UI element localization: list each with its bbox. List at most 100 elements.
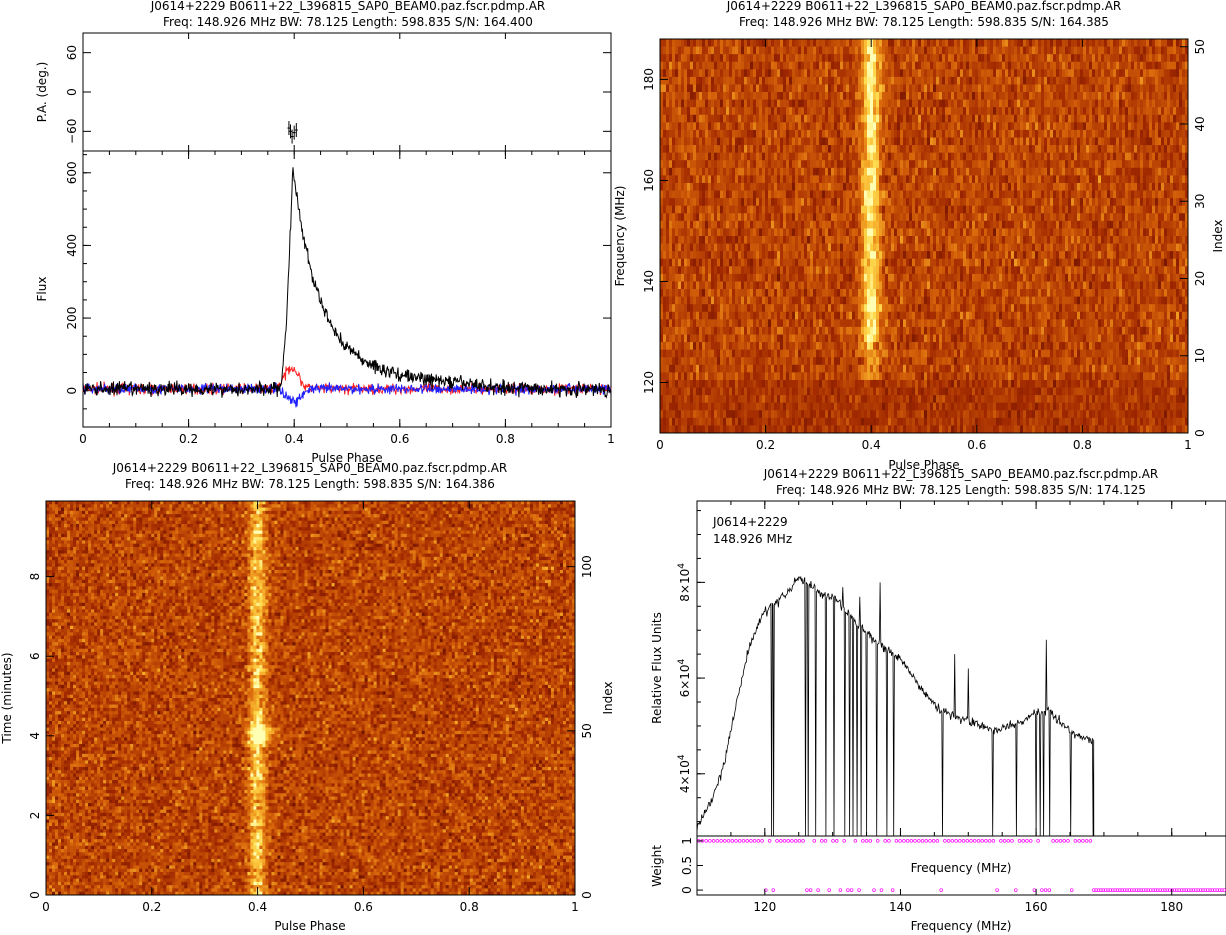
heatmap-cell: [786, 92, 789, 100]
heatmap-cell: [981, 221, 984, 229]
heatmap-cell: [744, 122, 747, 130]
heatmap-cell: [1113, 228, 1116, 236]
heatmap-cell: [789, 236, 792, 244]
heatmap-cell: [864, 191, 867, 199]
profile-panel: J0614+2229 B0611+22_L396815_SAP0_BEAM0.p…: [35, 0, 615, 465]
heatmap-cell: [831, 130, 834, 138]
heatmap-cell: [1068, 183, 1071, 191]
heatmap-cell: [672, 191, 675, 199]
heatmap-cell: [681, 100, 684, 108]
heatmap-cell: [1053, 206, 1056, 214]
heatmap-cell: [1020, 62, 1023, 70]
heatmap-cell: [1101, 77, 1104, 85]
heatmap-cell: [759, 62, 762, 70]
heatmap-cell: [714, 69, 717, 77]
heatmap-cell: [882, 236, 885, 244]
heatmap-cell: [1113, 115, 1116, 123]
heatmap-cell: [747, 198, 750, 206]
heatmap-cell: [1170, 92, 1173, 100]
heatmap-cell: [729, 198, 732, 206]
heatmap-cell: [900, 160, 903, 168]
heatmap-cell: [1125, 145, 1128, 153]
heatmap-cell: [795, 145, 798, 153]
heatmap-cell: [762, 138, 765, 146]
heatmap-cell: [741, 54, 744, 62]
heatmap-cell: [921, 69, 924, 77]
heatmap-cell: [1062, 92, 1065, 100]
heatmap-cell: [849, 47, 852, 55]
heatmap-cell: [726, 175, 729, 183]
heatmap-cell: [675, 183, 678, 191]
heatmap-cell: [951, 191, 954, 199]
heatmap-cell: [777, 47, 780, 55]
heatmap-cell: [822, 206, 825, 214]
heatmap-cell: [1101, 69, 1104, 77]
heatmap-cell: [798, 39, 801, 47]
heatmap-cell: [855, 145, 858, 153]
heatmap-cell: [750, 122, 753, 130]
heatmap-cell: [1149, 191, 1152, 199]
heatmap-cell: [765, 191, 768, 199]
heatmap-cell: [873, 69, 876, 77]
heatmap-cell: [903, 69, 906, 77]
heatmap-cell: [681, 115, 684, 123]
heatmap-cell: [714, 54, 717, 62]
heatmap-cell: [996, 47, 999, 55]
heatmap-cell: [924, 47, 927, 55]
heatmap-cell: [825, 138, 828, 146]
heatmap-cell: [795, 213, 798, 221]
heatmap-cell: [993, 130, 996, 138]
heatmap-cell: [705, 115, 708, 123]
heatmap-cell: [840, 122, 843, 130]
heatmap-cell: [729, 228, 732, 236]
heatmap-cell: [837, 206, 840, 214]
heatmap-cell: [828, 145, 831, 153]
heatmap-cell: [720, 84, 723, 92]
heatmap-cell: [756, 206, 759, 214]
heatmap-cell: [828, 183, 831, 191]
heatmap-cell: [972, 84, 975, 92]
heatmap-cell: [1167, 100, 1170, 108]
heatmap-cell: [927, 198, 930, 206]
heatmap-cell: [987, 122, 990, 130]
heatmap-cell: [1104, 130, 1107, 138]
heatmap-cell: [1062, 69, 1065, 77]
heatmap-cell: [663, 244, 666, 252]
heatmap-cell: [813, 115, 816, 123]
heatmap-cell: [948, 145, 951, 153]
heatmap-cell: [867, 130, 870, 138]
heatmap-cell: [684, 92, 687, 100]
heatmap-cell: [921, 107, 924, 115]
heatmap-cell: [876, 122, 879, 130]
heatmap-cell: [726, 213, 729, 221]
heatmap-cell: [969, 77, 972, 85]
heatmap-cell: [942, 77, 945, 85]
heatmap-cell: [942, 107, 945, 115]
heatmap-cell: [1038, 191, 1041, 199]
heatmap-cell: [672, 39, 675, 47]
heatmap-cell: [1092, 122, 1095, 130]
heatmap-cell: [1122, 100, 1125, 108]
heatmap-cell: [1137, 130, 1140, 138]
heatmap-cell: [762, 153, 765, 161]
heatmap-cell: [942, 69, 945, 77]
heatmap-cell: [789, 130, 792, 138]
heatmap-cell: [960, 198, 963, 206]
heatmap-cell: [930, 244, 933, 252]
heatmap-cell: [1068, 236, 1071, 244]
heatmap-cell: [903, 107, 906, 115]
heatmap-cell: [1068, 39, 1071, 47]
heatmap-cell: [1056, 69, 1059, 77]
heatmap-cell: [957, 47, 960, 55]
heatmap-cell: [798, 145, 801, 153]
heatmap-cell: [816, 107, 819, 115]
heatmap-cell: [894, 206, 897, 214]
heatmap-cell: [876, 130, 879, 138]
heatmap-cell: [723, 236, 726, 244]
heatmap-cell: [1149, 160, 1152, 168]
heatmap-cell: [1167, 175, 1170, 183]
heatmap-cell: [849, 228, 852, 236]
heatmap-cell: [1011, 138, 1014, 146]
heatmap-cell: [759, 54, 762, 62]
heatmap-cell: [1134, 160, 1137, 168]
